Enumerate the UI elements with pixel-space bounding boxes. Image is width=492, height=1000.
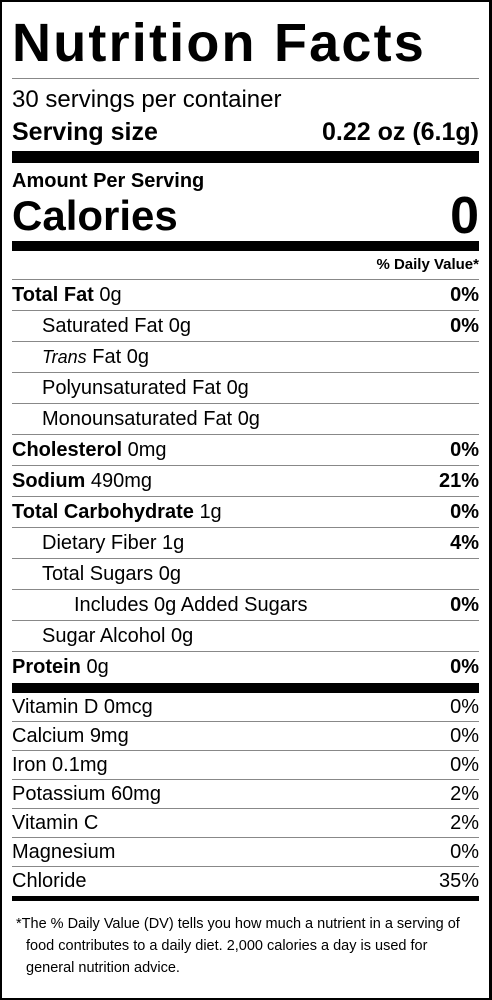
nutrient-row: Monounsaturated Fat 0g: [12, 403, 479, 434]
vitamin-row: Potassium 60mg 2%: [12, 779, 479, 808]
vitamin-row: Vitamin C 2%: [12, 808, 479, 837]
nutrient-row: Total Carbohydrate 1g 0%: [12, 496, 479, 527]
amount: 0.1mg: [52, 754, 108, 776]
amount: 1g: [162, 532, 185, 554]
vitamin-text: Vitamin D 0mcg: [12, 693, 153, 721]
amount: 0mg: [127, 439, 167, 461]
calories-row: Calories 0: [12, 187, 479, 251]
name: Cholesterol: [12, 439, 123, 461]
vitamin-text: Vitamin C: [12, 809, 98, 837]
vitamin-row: Iron 0.1mg 0%: [12, 750, 479, 779]
amount: 0g: [99, 284, 122, 306]
name: Total Carbohydrate: [12, 501, 194, 523]
name: Chloride: [12, 870, 87, 892]
vitamin-row: Vitamin D 0mcg 0%: [12, 693, 479, 721]
nutrient-row: Dietary Fiber 1g 4%: [12, 527, 479, 558]
name: Total Fat: [12, 284, 94, 306]
dv: 0%: [450, 696, 479, 718]
name: Vitamin D: [12, 696, 99, 718]
name: Potassium: [12, 783, 106, 805]
vitamin-text: Iron 0.1mg: [12, 751, 108, 779]
serving-size-label: Serving size: [12, 118, 158, 146]
dv: 21%: [438, 470, 479, 492]
nutrient-row: Polyunsaturated Fat 0g: [12, 372, 479, 403]
amount: 0g: [170, 625, 194, 647]
nutrients: Total Fat 0g 0% Saturated Fat 0g 0% Trans …: [12, 279, 479, 682]
name: Iron: [12, 754, 47, 776]
dv: 0%: [450, 725, 479, 747]
name: Sodium: [12, 470, 86, 492]
dv: 35%: [438, 870, 479, 892]
amount-heading: Amount Per Serving: [12, 170, 205, 192]
name: Calcium: [12, 725, 85, 747]
nutrient-row: Total Sugars 0g: [12, 558, 479, 589]
dv: 0%: [450, 501, 479, 523]
name: Saturated Fat: [42, 315, 164, 337]
name: Monounsaturated Fat: [42, 408, 233, 430]
nutrient-row: Cholesterol 0mg 0%: [12, 434, 479, 465]
dv: 0%: [450, 315, 479, 337]
vitamin-text: Potassium 60mg: [12, 780, 161, 808]
dv: 0%: [450, 656, 479, 678]
vitamin-row: Magnesium 0%: [12, 837, 479, 866]
amount: 0g: [226, 377, 249, 399]
nutrient-row: Sugar Alcohol 0g: [12, 620, 479, 651]
footnote: *The % Daily Value (DV) tells you how mu…: [16, 916, 460, 976]
divider: [12, 683, 479, 693]
nutrient-row: Saturated Fat 0g 0%: [12, 310, 479, 341]
amount: 1g: [199, 501, 222, 523]
name-italic: Trans: [42, 347, 87, 367]
vitamin-text: Chloride: [12, 867, 86, 895]
nutrient-row: Sodium 490mg 21%: [12, 465, 479, 496]
vitamin-text: Magnesium: [12, 838, 115, 866]
vitamin-text: Calcium 9mg: [12, 722, 129, 750]
vitamin-row: Chloride 35%: [12, 866, 479, 895]
amount: 0g: [168, 315, 191, 337]
dv: 0%: [450, 439, 479, 461]
dv: 0%: [450, 594, 479, 616]
vitamins: Vitamin D 0mcg 0% Calcium 9mg 0% Iron 0.1mg 0…: [12, 693, 479, 901]
amount: 0mcg: [103, 696, 153, 718]
name: Fat: [92, 346, 122, 368]
dv: 0%: [450, 754, 479, 776]
calories-label: Calories: [12, 192, 178, 239]
dv: 2%: [450, 783, 479, 805]
serving-size-row: Serving size 0.22 oz (6.1g): [12, 115, 479, 163]
name: Dietary Fiber: [42, 532, 157, 554]
nutrient-row: Total Fat 0g 0%: [12, 279, 479, 310]
vitamin-row: Calcium 9mg 0%: [12, 721, 479, 750]
amount: 60mg: [110, 783, 161, 805]
amount: 490mg: [90, 470, 153, 492]
title: Nutrition Facts: [12, 8, 479, 79]
dv: 4%: [450, 532, 479, 554]
serving-size: 0.22 oz (6.1g): [322, 118, 479, 146]
name: Vitamin C: [12, 812, 99, 834]
dv: 2%: [450, 812, 479, 834]
amount: 0g: [86, 656, 109, 678]
dv: 0%: [450, 841, 479, 863]
nutrient-row: Protein 0g 0%: [12, 651, 479, 682]
amount: 0g: [126, 346, 149, 368]
servings: 30 servings per container: [12, 86, 282, 113]
dv: 0%: [450, 284, 479, 306]
name: Total Sugars: [42, 563, 154, 585]
dv-heading: % Daily Value*: [376, 256, 479, 273]
amount: 9mg: [89, 725, 129, 747]
name: Protein: [12, 656, 81, 678]
name: Sugar Alcohol: [42, 625, 166, 647]
nutrient-row: Includes 0g Added Sugars 0%: [12, 589, 479, 620]
amount: 0g: [158, 563, 181, 585]
nutrient-row: Trans Fat 0g: [12, 341, 479, 372]
name: Polyunsaturated Fat: [42, 377, 221, 399]
amount: 0g: [237, 408, 260, 430]
calories-value: 0: [450, 187, 479, 245]
name: Magnesium: [12, 841, 116, 863]
name: Includes 0g Added Sugars: [74, 594, 308, 616]
